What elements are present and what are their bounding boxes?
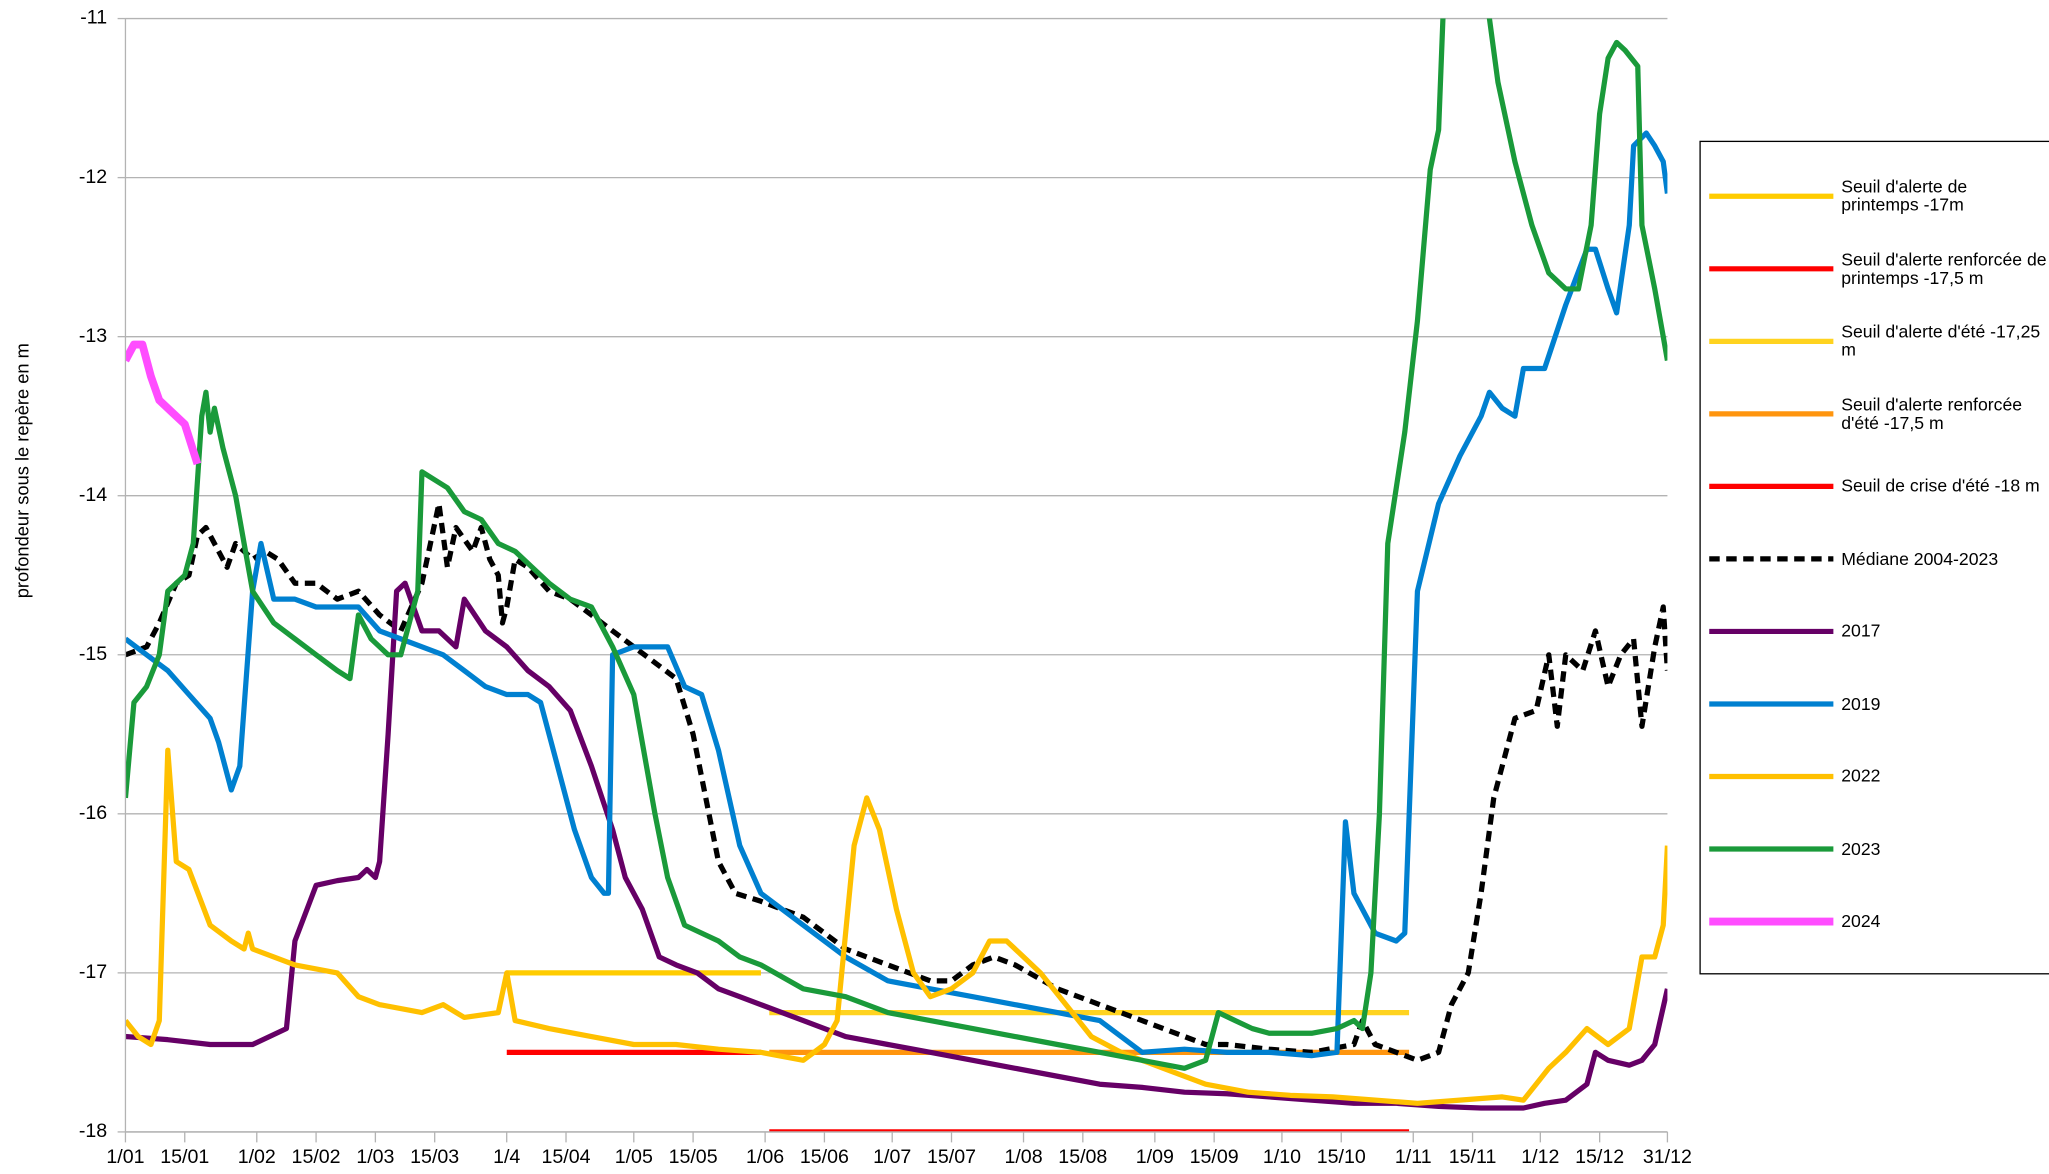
x-tick-label: 1/01	[106, 1146, 144, 1168]
legend-entry-box: 2022	[1841, 748, 2047, 805]
legend-entry-box: 2023	[1841, 820, 2047, 877]
legend-entry-box: 2017	[1841, 603, 2047, 660]
legend-box	[1699, 140, 2049, 975]
x-tick-label: 1/12	[1521, 1146, 1559, 1168]
legend-entry: 2022	[1841, 748, 2047, 805]
x-tick-label: 15/09	[1190, 1146, 1239, 1168]
legend-entry: Seuil d'alerte d'été -17,25 m	[1841, 313, 2047, 370]
legend-label: Seuil d'alerte d'été -17,25 m	[1841, 321, 2041, 360]
x-tick-label: 15/08	[1058, 1146, 1107, 1168]
legend-entry: Seuil d'alerte de printemps -17m	[1841, 168, 2047, 225]
series-line	[125, 18, 1668, 1071]
x-tick-label: 1/10	[1263, 1146, 1301, 1168]
legend-label: 2024	[1841, 911, 1881, 931]
legend-entry: Médiane 2004-2023	[1841, 530, 2047, 587]
legend-entry-box: Seuil d'alerte de printemps -17m	[1841, 168, 2047, 225]
grid	[125, 17, 1668, 1133]
y-tick-label: -11	[80, 7, 107, 29]
x-tick-label: 1/4	[493, 1146, 520, 1168]
x-tick-label: 1/06	[746, 1146, 784, 1168]
legend-entry-box: Seuil d'alerte renforcée d'été -17,5 m	[1841, 385, 2047, 442]
series-line	[125, 580, 1668, 1111]
legend-entry-box: Seuil de crise d'été -18 m	[1841, 458, 2047, 515]
y-tick-label: -16	[79, 802, 107, 824]
legend-entry-box: Seuil d'alerte d'été -17,25 m	[1841, 313, 2047, 370]
plot-area	[125, 18, 1668, 1132]
x-tick-label: 1/09	[1136, 1146, 1174, 1168]
x-tick-label: 15/11	[1449, 1146, 1497, 1168]
legend-label: Seuil d'alerte de printemps -17m	[1841, 176, 1968, 215]
x-tick-label: 15/12	[1575, 1146, 1624, 1168]
x-tick-label: 1/05	[615, 1146, 653, 1168]
legend-entry-box: Médiane 2004-2023	[1841, 530, 2047, 587]
legend-entry: 2017	[1841, 603, 2047, 660]
legend-label: Seuil de crise d'été -18 m	[1841, 475, 2040, 496]
y-tick-label: -15	[79, 643, 107, 665]
x-tick-label: 15/05	[669, 1146, 718, 1168]
y-tick-label: -14	[79, 484, 107, 506]
x-tick-label: 15/02	[292, 1146, 341, 1168]
legend-label: Seuil d'alerte renforcée de printemps -1…	[1841, 249, 2047, 288]
legend-entry: Seuil d'alerte renforcée d'été -17,5 m	[1841, 385, 2047, 442]
x-tick-label: 15/10	[1317, 1146, 1366, 1168]
x-tick-label: 15/06	[800, 1146, 849, 1168]
series-line	[125, 340, 202, 466]
x-tick-label: 15/01	[160, 1146, 209, 1168]
legend-label: Médiane 2004-2023	[1841, 548, 1999, 569]
y-tick-label: -13	[79, 325, 107, 347]
legend-label: 2017	[1841, 620, 1881, 641]
y-tick-label: -17	[79, 961, 107, 983]
x-tick-label: 31/12	[1643, 1146, 1692, 1168]
x-tick-label: 1/02	[238, 1146, 276, 1168]
x-tick-label: 1/11	[1395, 1146, 1432, 1168]
series-line	[125, 130, 1668, 1059]
series-line	[125, 747, 1668, 1106]
legend-label: 2022	[1841, 766, 1881, 786]
x-tick-label: 15/04	[541, 1146, 590, 1168]
axis-labels: -18 -17 -16 -15 -14 -13 -12 -11 1/01 15/01 1/02 15/…	[79, 7, 1692, 1168]
x-tick-label: 1/07	[873, 1146, 911, 1168]
y-axis-title: profondeur sous le repère en m	[11, 343, 32, 598]
legend-label: 2023	[1841, 838, 1881, 859]
legend-entry-box: Seuil d'alerte renforcée de printemps -1…	[1841, 240, 2047, 297]
x-tick-label: 15/03	[410, 1146, 459, 1168]
x-tick-label: 1/08	[1004, 1146, 1042, 1168]
legend-entry: 2019	[1841, 675, 2047, 732]
series-line	[125, 501, 1668, 1063]
legend-entry: Seuil de crise d'été -18 m	[1841, 458, 2047, 515]
x-tick-label: 15/07	[927, 1146, 976, 1168]
y-tick-label: -18	[79, 1120, 107, 1142]
legend-label: Seuil d'alerte renforcée d'été -17,5 m	[1841, 394, 2023, 433]
legend-entry-box: 2024	[1841, 893, 2047, 950]
legend-label: 2019	[1841, 693, 1881, 714]
y-tick-label: -12	[79, 166, 107, 188]
legend-entry: Seuil d'alerte renforcée de printemps -1…	[1841, 240, 2047, 297]
legend: Seuil d'alerte de printemps -17m Seuil d'…	[1709, 168, 2047, 950]
x-tick-label: 1/03	[356, 1146, 394, 1168]
legend-entry: 2024	[1841, 893, 2047, 950]
legend-entry-box: 2019	[1841, 675, 2047, 732]
legend-entry: 2023	[1841, 820, 2047, 877]
